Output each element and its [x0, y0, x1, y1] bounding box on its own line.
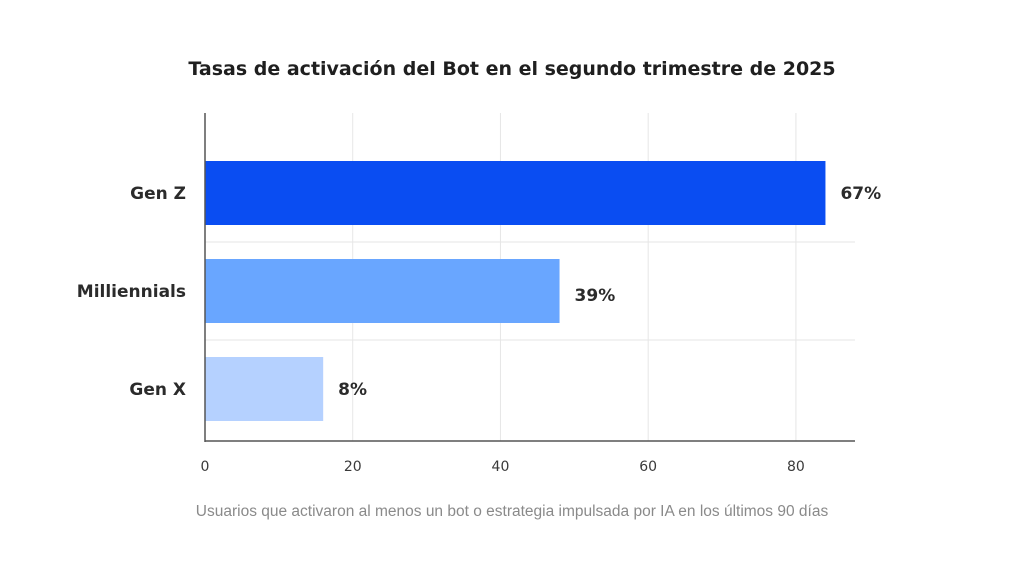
- category-label-milliennials: Milliennials: [77, 282, 186, 302]
- x-tick-label-60: 60: [639, 459, 657, 475]
- chart-title: Tasas de activación del Bot en el segund…: [188, 58, 836, 80]
- data-label-gen-z: 67%: [840, 184, 881, 204]
- data-label-milliennials: 39%: [575, 286, 616, 306]
- x-tick-label-80: 80: [787, 459, 805, 475]
- axes: [204, 113, 855, 442]
- bars: [205, 161, 826, 421]
- category-label-gen-x: Gen X: [129, 380, 186, 400]
- bar-gen-x: [205, 357, 324, 421]
- chart-caption: Usuarios que activaron al menos un bot o…: [195, 503, 829, 520]
- labels: 0 20 40 60 80 Gen Z 67% Milliennials 39% Gen X 8%: [77, 184, 881, 475]
- x-tick-label-20: 20: [344, 459, 362, 475]
- bar-milliennials: [205, 259, 560, 323]
- data-label-gen-x: 8%: [338, 380, 367, 400]
- bar-gen-z: [205, 161, 826, 225]
- category-label-gen-z: Gen Z: [130, 184, 186, 204]
- x-tick-label-40: 40: [492, 459, 510, 475]
- x-tick-label-0: 0: [201, 459, 210, 475]
